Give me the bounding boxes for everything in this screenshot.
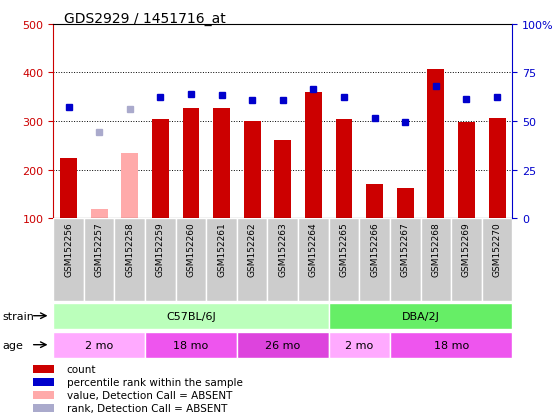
Text: rank, Detection Call = ABSENT: rank, Detection Call = ABSENT: [67, 403, 227, 413]
Text: value, Detection Call = ABSENT: value, Detection Call = ABSENT: [67, 390, 232, 400]
Bar: [33, 404, 54, 412]
FancyBboxPatch shape: [53, 332, 145, 358]
Text: GSM152261: GSM152261: [217, 221, 226, 276]
Bar: [397, 188, 414, 219]
Text: GSM152270: GSM152270: [493, 221, 502, 276]
Text: DBA/2J: DBA/2J: [402, 311, 440, 321]
Bar: [60, 159, 77, 219]
FancyBboxPatch shape: [298, 219, 329, 301]
Bar: [152, 120, 169, 219]
Text: GSM152257: GSM152257: [95, 221, 104, 276]
Bar: [33, 378, 54, 386]
Text: 2 mo: 2 mo: [85, 340, 113, 350]
Bar: [91, 209, 108, 219]
Bar: [244, 122, 260, 219]
Text: GSM152259: GSM152259: [156, 221, 165, 276]
FancyBboxPatch shape: [237, 332, 329, 358]
Bar: [427, 69, 444, 219]
Bar: [122, 153, 138, 219]
FancyBboxPatch shape: [482, 219, 512, 301]
Text: GSM152262: GSM152262: [248, 221, 256, 276]
FancyBboxPatch shape: [451, 219, 482, 301]
Text: GSM152267: GSM152267: [401, 221, 410, 276]
FancyBboxPatch shape: [329, 332, 390, 358]
Bar: [274, 140, 291, 219]
FancyBboxPatch shape: [145, 332, 237, 358]
FancyBboxPatch shape: [206, 219, 237, 301]
Text: 26 mo: 26 mo: [265, 340, 300, 350]
Bar: [366, 185, 383, 219]
FancyBboxPatch shape: [176, 219, 206, 301]
Text: GSM152266: GSM152266: [370, 221, 379, 276]
Bar: [33, 391, 54, 399]
FancyBboxPatch shape: [114, 219, 145, 301]
Bar: [335, 120, 352, 219]
Bar: [183, 108, 199, 219]
Bar: [33, 365, 54, 373]
FancyBboxPatch shape: [53, 303, 329, 329]
Text: GSM152269: GSM152269: [462, 221, 471, 276]
FancyBboxPatch shape: [329, 219, 360, 301]
Text: GSM152268: GSM152268: [431, 221, 440, 276]
FancyBboxPatch shape: [390, 332, 512, 358]
Text: GSM152260: GSM152260: [186, 221, 195, 276]
Text: GSM152258: GSM152258: [125, 221, 134, 276]
Text: GSM152263: GSM152263: [278, 221, 287, 276]
Bar: [213, 108, 230, 219]
Text: count: count: [67, 364, 96, 374]
FancyBboxPatch shape: [84, 219, 114, 301]
FancyBboxPatch shape: [268, 219, 298, 301]
Text: 2 mo: 2 mo: [345, 340, 374, 350]
Text: C57BL/6J: C57BL/6J: [166, 311, 216, 321]
Text: GSM152265: GSM152265: [339, 221, 348, 276]
Text: 18 mo: 18 mo: [433, 340, 469, 350]
Text: GSM152264: GSM152264: [309, 221, 318, 276]
Text: percentile rank within the sample: percentile rank within the sample: [67, 377, 242, 387]
FancyBboxPatch shape: [390, 219, 421, 301]
FancyBboxPatch shape: [237, 219, 268, 301]
Text: strain: strain: [3, 311, 35, 321]
Text: GSM152256: GSM152256: [64, 221, 73, 276]
Text: 18 mo: 18 mo: [174, 340, 208, 350]
Text: age: age: [3, 340, 24, 350]
FancyBboxPatch shape: [145, 219, 176, 301]
FancyBboxPatch shape: [360, 219, 390, 301]
FancyBboxPatch shape: [421, 219, 451, 301]
FancyBboxPatch shape: [53, 219, 84, 301]
Bar: [458, 123, 475, 219]
FancyBboxPatch shape: [329, 303, 512, 329]
Text: GDS2929 / 1451716_at: GDS2929 / 1451716_at: [64, 12, 226, 26]
Bar: [489, 119, 506, 219]
Bar: [305, 93, 322, 219]
